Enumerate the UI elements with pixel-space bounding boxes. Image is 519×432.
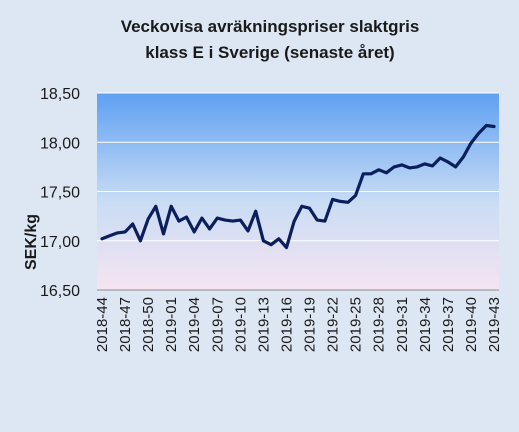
data-point: [392, 165, 396, 169]
data-point: [438, 156, 442, 160]
data-point: [269, 243, 273, 246]
data-point: [254, 210, 257, 213]
data-point: [331, 198, 334, 201]
data-point: [185, 215, 188, 219]
y-axis-ticks: 16,50 17,00 17,50 18,00 18,50: [40, 86, 80, 300]
x-tick-label: 2019-19: [302, 297, 319, 352]
chart-title-line-2: klass E i Sverige (senaste året): [145, 43, 394, 62]
data-point: [415, 165, 419, 169]
data-point: [169, 205, 173, 208]
x-tick-label: 2019-22: [325, 297, 342, 352]
data-point: [292, 219, 296, 223]
data-point: [423, 162, 427, 166]
data-point: [485, 124, 488, 127]
data-point: [131, 222, 134, 226]
x-tick-label: 2019-28: [371, 297, 388, 352]
data-point: [354, 194, 357, 197]
x-tick-label: 2018-50: [140, 297, 157, 352]
data-point: [477, 132, 480, 135]
data-point: [139, 239, 142, 242]
data-point: [239, 218, 242, 222]
data-point: [154, 205, 158, 208]
data-point: [177, 219, 181, 223]
x-tick-label: 2019-16: [278, 297, 295, 352]
data-point: [216, 216, 219, 220]
x-tick-label: 2019-25: [348, 297, 365, 352]
data-point: [277, 237, 280, 240]
gridlines: [97, 92, 499, 242]
data-point: [492, 125, 496, 128]
x-tick-label: 2018-44: [94, 297, 111, 352]
data-point: [339, 200, 342, 203]
x-tick-label: 2019-04: [186, 297, 203, 352]
data-point: [385, 171, 388, 174]
data-point: [346, 201, 350, 204]
data-points: [100, 124, 496, 249]
data-point: [308, 207, 311, 210]
x-tick-label: 2019-10: [232, 297, 249, 352]
y-tick-label: 16,50: [40, 283, 80, 300]
data-point: [431, 164, 434, 168]
y-tick-label: 17,50: [40, 185, 80, 202]
data-point: [231, 219, 234, 223]
data-point: [123, 230, 127, 234]
data-point: [369, 172, 373, 175]
chart-title-line-1: Veckovisa avräkningspriser slaktgris: [121, 17, 420, 36]
y-axis-label: SEK/kg: [23, 214, 40, 270]
data-point: [285, 246, 288, 249]
data-point: [193, 230, 196, 234]
data-point: [100, 237, 104, 240]
data-point: [116, 231, 119, 235]
x-tick-label: 2019-43: [486, 297, 503, 352]
data-point: [362, 172, 365, 175]
y-tick-label: 17,00: [40, 234, 80, 251]
x-tick-label: 2019-07: [209, 297, 226, 352]
data-point: [454, 165, 457, 169]
y-tick-label: 18,50: [40, 86, 80, 103]
data-point: [300, 205, 304, 208]
x-tick-label: 2019-13: [255, 297, 272, 352]
x-tick-label: 2019-01: [163, 297, 180, 352]
data-point: [246, 229, 250, 233]
data-point: [408, 166, 411, 170]
data-point: [316, 218, 319, 222]
data-point: [200, 216, 204, 220]
data-point: [223, 218, 227, 222]
data-point: [262, 239, 265, 242]
x-tick-label: 2019-40: [463, 297, 480, 352]
x-tick-label: 2019-37: [440, 297, 457, 352]
y-tick-label: 18,00: [40, 135, 80, 152]
data-point: [462, 155, 465, 159]
x-tick-label: 2018-47: [117, 297, 134, 352]
data-point: [208, 227, 211, 231]
data-point: [108, 234, 111, 238]
data-point: [400, 163, 403, 167]
data-point: [162, 232, 165, 236]
x-tick-label: 2019-31: [394, 297, 411, 352]
data-point: [377, 168, 380, 172]
series-line: [100, 123, 496, 250]
data-point: [469, 142, 473, 145]
data-point: [146, 217, 150, 221]
data-point: [323, 219, 327, 223]
x-axis-ticks: 2018-44 2018-47 2018-50 2019-01 2019-04 2019-…: [94, 297, 503, 352]
x-tick-label: 2019-34: [417, 297, 434, 352]
data-point: [446, 160, 450, 164]
